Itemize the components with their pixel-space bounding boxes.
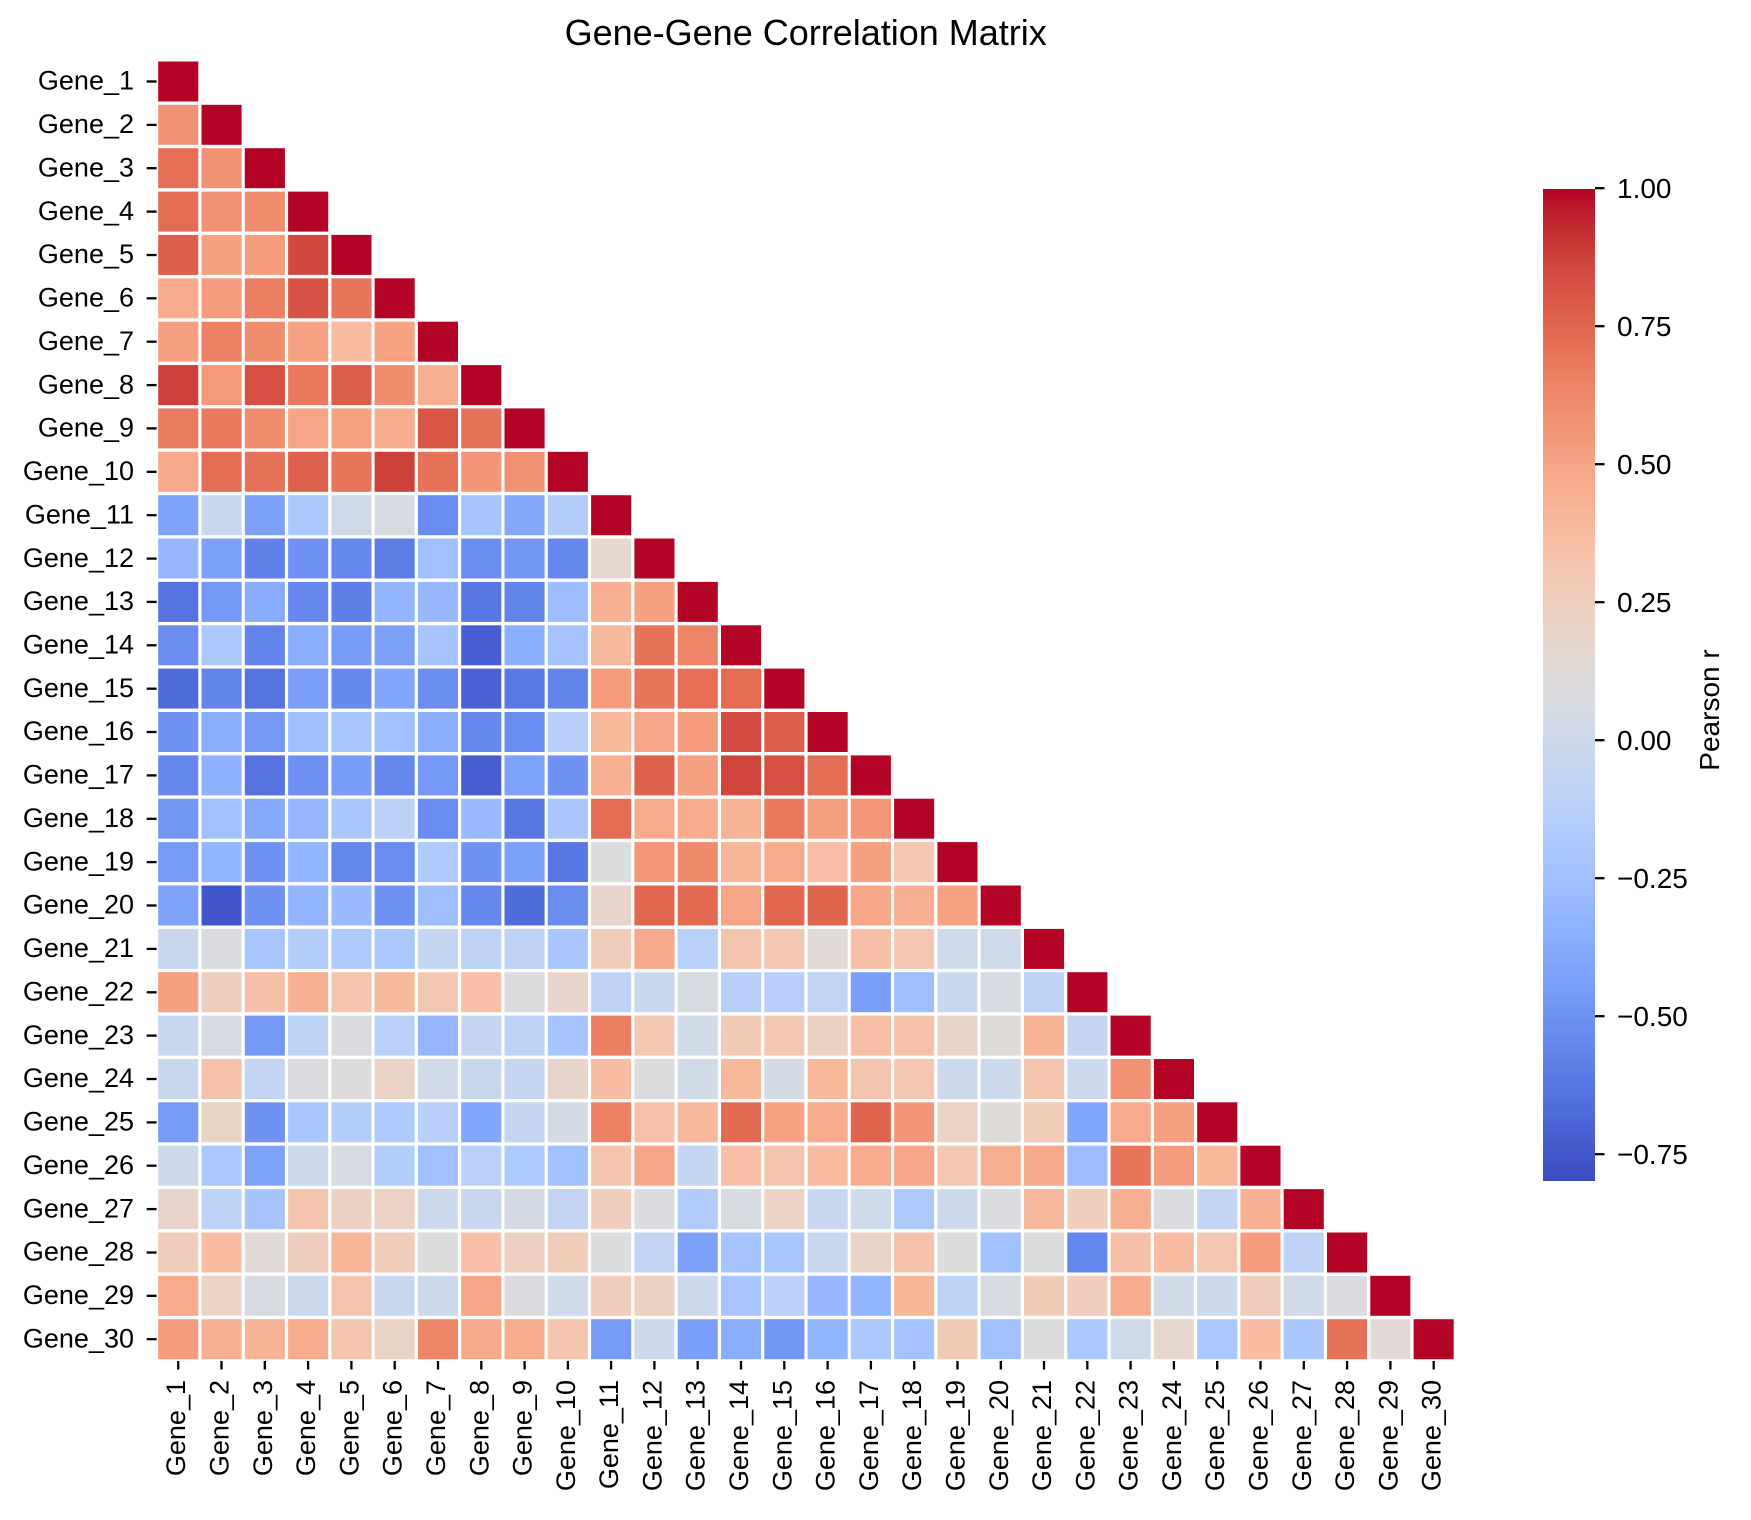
- svg-text:Gene_12: Gene_12: [637, 1380, 667, 1491]
- svg-text:Gene_6: Gene_6: [38, 283, 134, 313]
- svg-text:Gene_1: Gene_1: [161, 1380, 191, 1476]
- svg-text:Gene_27: Gene_27: [1287, 1380, 1317, 1491]
- svg-text:Gene_9: Gene_9: [38, 413, 134, 443]
- svg-text:Gene_26: Gene_26: [23, 1150, 134, 1180]
- svg-text:−0.50: −0.50: [1617, 1001, 1688, 1032]
- svg-text:Gene_4: Gene_4: [38, 196, 134, 226]
- svg-text:Gene_3: Gene_3: [38, 152, 134, 182]
- svg-text:Gene_13: Gene_13: [23, 586, 134, 616]
- svg-text:Gene_4: Gene_4: [291, 1380, 321, 1476]
- svg-text:Gene_19: Gene_19: [941, 1380, 971, 1491]
- svg-text:Gene_23: Gene_23: [23, 1020, 134, 1050]
- svg-text:Gene_17: Gene_17: [854, 1380, 884, 1491]
- svg-text:Gene_5: Gene_5: [38, 239, 134, 269]
- svg-text:Gene_5: Gene_5: [334, 1380, 364, 1476]
- svg-text:Gene_20: Gene_20: [23, 890, 134, 920]
- svg-text:Gene_14: Gene_14: [724, 1380, 754, 1491]
- svg-text:Gene_30: Gene_30: [23, 1323, 134, 1353]
- svg-text:0.25: 0.25: [1617, 587, 1672, 618]
- svg-text:Gene_24: Gene_24: [23, 1063, 134, 1093]
- svg-text:Gene_17: Gene_17: [23, 760, 134, 790]
- svg-text:Gene_8: Gene_8: [464, 1380, 494, 1476]
- svg-text:Gene_15: Gene_15: [23, 673, 134, 703]
- svg-text:Gene_8: Gene_8: [38, 369, 134, 399]
- svg-text:0.75: 0.75: [1617, 311, 1672, 342]
- svg-text:Gene_7: Gene_7: [421, 1380, 451, 1476]
- svg-text:Gene_25: Gene_25: [1200, 1380, 1230, 1491]
- svg-text:Gene_10: Gene_10: [551, 1380, 581, 1491]
- svg-text:Gene_10: Gene_10: [23, 456, 134, 486]
- svg-text:0.00: 0.00: [1617, 725, 1672, 756]
- svg-text:Gene_22: Gene_22: [23, 977, 134, 1007]
- svg-text:Gene_18: Gene_18: [23, 803, 134, 833]
- svg-text:−0.25: −0.25: [1617, 863, 1688, 894]
- svg-text:Gene_14: Gene_14: [23, 630, 134, 660]
- svg-text:Gene_6: Gene_6: [378, 1380, 408, 1476]
- svg-text:Gene_20: Gene_20: [984, 1380, 1014, 1491]
- svg-text:Gene_15: Gene_15: [767, 1380, 797, 1491]
- svg-text:Gene_3: Gene_3: [248, 1380, 278, 1476]
- svg-text:Gene_27: Gene_27: [23, 1193, 134, 1223]
- svg-text:Gene_28: Gene_28: [1330, 1380, 1360, 1491]
- svg-text:Gene_18: Gene_18: [897, 1380, 927, 1491]
- svg-text:Gene_2: Gene_2: [38, 109, 134, 139]
- svg-text:Gene_19: Gene_19: [23, 846, 134, 876]
- svg-text:Gene_11: Gene_11: [594, 1380, 624, 1489]
- svg-text:Gene_29: Gene_29: [23, 1280, 134, 1310]
- svg-text:Gene_28: Gene_28: [23, 1237, 134, 1267]
- svg-text:Gene_1: Gene_1: [38, 66, 134, 96]
- svg-text:−0.75: −0.75: [1617, 1139, 1688, 1170]
- svg-text:Gene_13: Gene_13: [681, 1380, 711, 1491]
- svg-text:0.50: 0.50: [1617, 449, 1672, 480]
- svg-text:Gene_11: Gene_11: [25, 499, 134, 529]
- svg-text:Gene_24: Gene_24: [1157, 1380, 1187, 1491]
- svg-text:Gene_30: Gene_30: [1417, 1380, 1447, 1491]
- svg-text:1.00: 1.00: [1617, 173, 1672, 204]
- svg-text:Gene_16: Gene_16: [23, 716, 134, 746]
- svg-text:Gene_12: Gene_12: [23, 543, 134, 573]
- svg-text:Gene_16: Gene_16: [811, 1380, 841, 1491]
- svg-text:Gene_2: Gene_2: [205, 1380, 235, 1476]
- svg-text:Gene_21: Gene_21: [1027, 1380, 1057, 1491]
- svg-text:Gene_9: Gene_9: [508, 1380, 538, 1476]
- svg-text:Gene_25: Gene_25: [23, 1107, 134, 1137]
- svg-text:Gene-Gene Correlation Matrix: Gene-Gene Correlation Matrix: [565, 12, 1047, 53]
- svg-text:Pearson r: Pearson r: [1694, 649, 1725, 770]
- svg-text:Gene_7: Gene_7: [38, 326, 134, 356]
- svg-text:Gene_23: Gene_23: [1114, 1380, 1144, 1491]
- svg-text:Gene_29: Gene_29: [1373, 1380, 1403, 1491]
- svg-text:Gene_26: Gene_26: [1244, 1380, 1274, 1491]
- svg-text:Gene_21: Gene_21: [23, 933, 134, 963]
- svg-text:Gene_22: Gene_22: [1070, 1380, 1100, 1491]
